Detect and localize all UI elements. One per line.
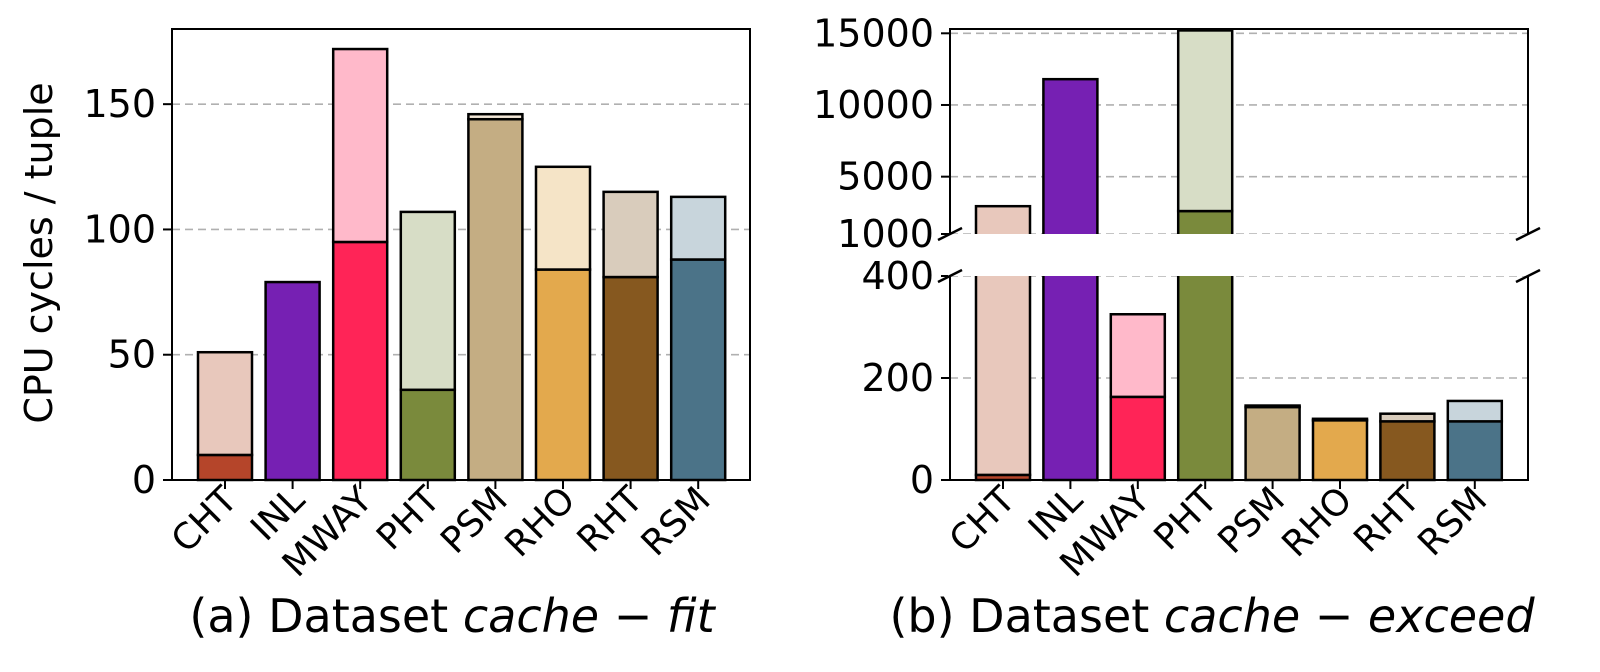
a-y-tick-label-100: 100 [83, 207, 156, 251]
b-lower-bar-top-rht [1379, 412, 1436, 423]
b-lower-bar-bottom-psm [1244, 405, 1301, 482]
a-x-tick-label-psm: PSM [433, 479, 515, 561]
b-lower-y-tick-label-0: 0 [910, 458, 934, 502]
b-upper-bar-bottom-inl [1042, 77, 1099, 242]
b-x-tick-label-rho: RHO [1275, 479, 1361, 565]
caption-b-math: cache − exceed [1164, 589, 1535, 643]
a-bar-bottom-rsm [669, 258, 727, 482]
b-upper-bars [974, 29, 1234, 242]
b-upper-bar-top-pht [1176, 29, 1234, 213]
b-lower-bar-bottom-rho [1311, 419, 1369, 482]
a-bar-bottom-inl [264, 280, 321, 482]
a-bar-top-rsm [669, 195, 727, 261]
a-x-tick-label-rho: RHO [498, 479, 584, 565]
a-bar-bottom-rho [534, 268, 592, 482]
b-x-tick-label-rsm: RSM [1410, 479, 1495, 564]
caption-a: (a) Dataset cache − fit [189, 589, 716, 643]
b-upper-y-tick-label-10000: 10000 [813, 83, 934, 127]
b-lower-bars [974, 268, 1504, 482]
b-break-mark-0 [937, 226, 963, 242]
a-bar-top-rht [602, 190, 659, 279]
a-bar-top-cht [196, 350, 254, 457]
b-lower-bar-bottom-mway [1109, 395, 1167, 482]
b-upper-y-tick-label-1000: 1000 [837, 212, 934, 256]
b-x-tick-label-rht: RHT [1346, 479, 1428, 561]
a-x-tick-label-rht: RHT [570, 479, 652, 561]
b-break-mark-2 [937, 268, 963, 284]
a-y-tick-label-50: 50 [108, 333, 156, 377]
b-lower-bar-bottom-inl [1042, 268, 1099, 482]
b-x-tick-label-psm: PSM [1210, 479, 1292, 561]
b-lower-bar-bottom-rsm [1446, 420, 1504, 482]
b-lower-bar-bottom-rht [1379, 420, 1436, 482]
a-y-tick-label-150: 150 [83, 82, 156, 126]
b-lower-bar-top-rho [1311, 417, 1369, 422]
a-bar-top-rho [534, 165, 592, 271]
panel-b-cache-exceed: 0200400100050001000015000CHTINLMWAYPHTPS… [813, 11, 1541, 585]
a-x-tick-label-cht: CHT [164, 479, 246, 561]
b-upper-frame [949, 28, 1529, 234]
b-axis-break-gap [948, 234, 1530, 276]
b-upper-y-tick-label-15000: 15000 [813, 11, 934, 55]
b-lower-bar-bottom-pht [1176, 268, 1234, 482]
a-x-tick-label-pht: PHT [369, 479, 449, 559]
caption-a-prefix: (a) Dataset [189, 589, 462, 643]
b-upper-y-tick-label-5000: 5000 [837, 155, 934, 199]
a-bar-bottom-pht [399, 388, 457, 482]
b-x-tick-label-pht: PHT [1147, 479, 1227, 559]
b-break-mark-3 [1515, 268, 1541, 284]
y-axis-label: CPU cycles / tuple [17, 82, 61, 423]
a-bar-top-mway [331, 47, 389, 244]
a-bar-bottom-rht [602, 275, 659, 482]
b-lower-y-tick-label-200: 200 [861, 356, 934, 400]
b-lower-bar-top-rsm [1446, 399, 1504, 423]
a-plot-frame [171, 28, 751, 481]
b-lower-bar-top-psm [1244, 404, 1301, 409]
a-y-tick-label-0: 0 [132, 458, 156, 502]
a-bar-top-pht [399, 210, 457, 392]
caption-b: (b) Dataset cache − exceed [889, 589, 1535, 643]
b-lower-bar-top-mway [1109, 313, 1167, 399]
b-lower-bar-top-cht [974, 268, 1032, 477]
a-bar-bottom-mway [331, 240, 389, 482]
caption-b-prefix: (b) Dataset [889, 589, 1163, 643]
b-lower-y-tick-label-400: 400 [861, 254, 934, 298]
a-bar-top-psm [467, 112, 524, 121]
b-x-tick-label-cht: CHT [942, 479, 1024, 561]
a-bar-bottom-psm [467, 117, 524, 482]
b-break-mark-1 [1515, 226, 1541, 242]
a-x-tick-label-rsm: RSM [634, 479, 719, 564]
a-bar-bottom-cht [196, 453, 254, 482]
caption-a-math: cache − fit [463, 589, 717, 643]
b-lower-frame [949, 276, 1529, 481]
